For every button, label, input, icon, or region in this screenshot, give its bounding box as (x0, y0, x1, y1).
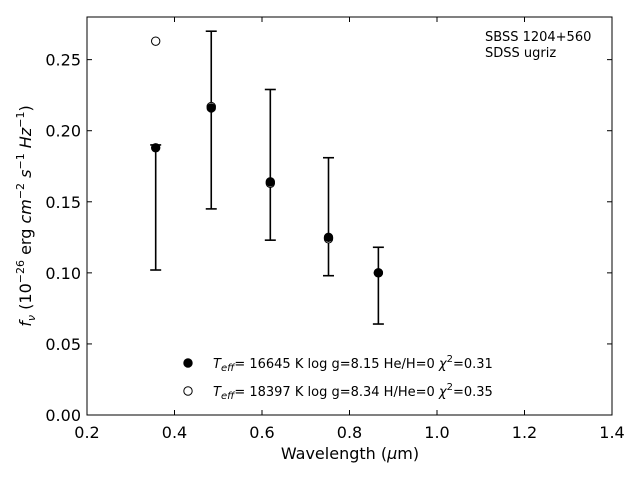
x-axis-ticks: 0.2 0.4 0.6 0.8 1.0 1.2 1.4 (74, 17, 625, 442)
y-axis-label: fν (10−26 erg cm−2 s−1 Hz−1) (14, 105, 38, 326)
data-point-filled (265, 177, 276, 187)
x-tick-label: 1.2 (512, 423, 537, 442)
x-tick-label: 0.8 (337, 423, 362, 442)
legend-entry-2: Teff= 18397 K log g=8.34 H/He=0 χ2=0.35 (213, 382, 493, 402)
legend: Teff= 16645 K log g=8.15 He/H=0 χ2=0.31 … (183, 354, 493, 402)
legend-marker-open (183, 386, 193, 396)
y-axis-ticks: 0.00 0.05 0.10 0.15 0.20 0.25 (45, 51, 612, 425)
y-tick-label: 0.00 (45, 406, 81, 425)
y-tick-label: 0.05 (45, 335, 81, 354)
x-tick-label: 1.0 (424, 423, 449, 442)
errorbars (150, 30, 384, 325)
data-point-filled (373, 268, 384, 278)
x-tick-label: 0.2 (74, 423, 99, 442)
data-point-filled (150, 143, 161, 153)
x-tick-label: 0.6 (249, 423, 274, 442)
y-tick-label: 0.20 (45, 122, 81, 141)
legend-marker-filled (183, 358, 193, 368)
plot-frame (86, 16, 613, 416)
annotation-object: SBSS 1204+560 (485, 30, 591, 45)
y-tick-label: 0.15 (45, 193, 81, 212)
legend-entry-1: Teff= 16645 K log g=8.15 He/H=0 χ2=0.31 (213, 354, 493, 374)
x-tick-label: 1.4 (599, 423, 624, 442)
data-point-open (150, 36, 161, 46)
y-tick-label: 0.10 (45, 264, 81, 283)
x-axis-label: Wavelength (μm) (281, 444, 419, 463)
data-point-filled (206, 103, 216, 113)
annotation-survey: SDSS ugriz (485, 46, 556, 61)
x-tick-label: 0.4 (162, 423, 187, 442)
y-tick-label: 0.25 (45, 51, 81, 70)
data-point-filled (323, 232, 334, 243)
data-markers (150, 36, 384, 278)
